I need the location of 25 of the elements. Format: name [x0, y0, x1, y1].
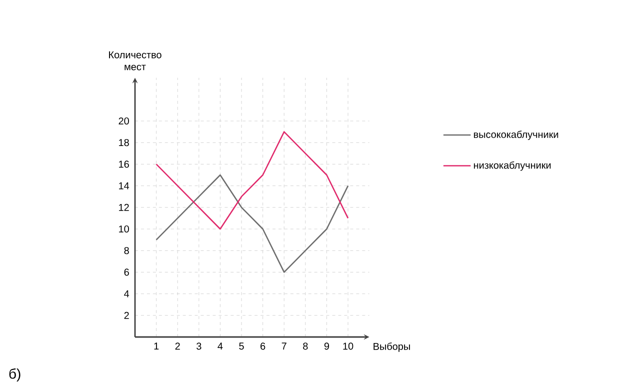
- x-tick-label: 4: [218, 342, 223, 350]
- x-tick-label: 8: [303, 342, 308, 350]
- x-tick-label: 3: [196, 342, 202, 350]
- x-tick-label: 1: [154, 342, 159, 350]
- x-tick-label: 9: [324, 342, 330, 350]
- legend-label: высококаблучники: [474, 130, 558, 140]
- x-tick-label: 7: [282, 342, 286, 350]
- y-tick-label: 18: [119, 139, 129, 146]
- x-tick-label: 5: [239, 342, 244, 350]
- y-tick-label: 2: [124, 312, 129, 319]
- y-axis-title: Количество мест: [109, 51, 162, 70]
- text: б): [9, 368, 20, 382]
- y-tick-label: 20: [118, 117, 129, 125]
- y-tick-label: 6: [124, 268, 129, 276]
- x-tick-label: 2: [175, 342, 180, 350]
- legend-label: низкокаблучники: [474, 161, 551, 171]
- x-axis-title: Выборы: [374, 342, 410, 352]
- y-tick-label: 12: [119, 204, 129, 211]
- y-tick-label: 10: [119, 225, 129, 233]
- y-tick-label: 14: [119, 182, 130, 190]
- x-tick-label: 6: [260, 342, 266, 350]
- y-tick-label: 16: [119, 160, 129, 168]
- y-tick-label: 4: [124, 290, 130, 298]
- y-tick-label: 8: [124, 247, 129, 254]
- x-tick-label: 10: [343, 342, 354, 350]
